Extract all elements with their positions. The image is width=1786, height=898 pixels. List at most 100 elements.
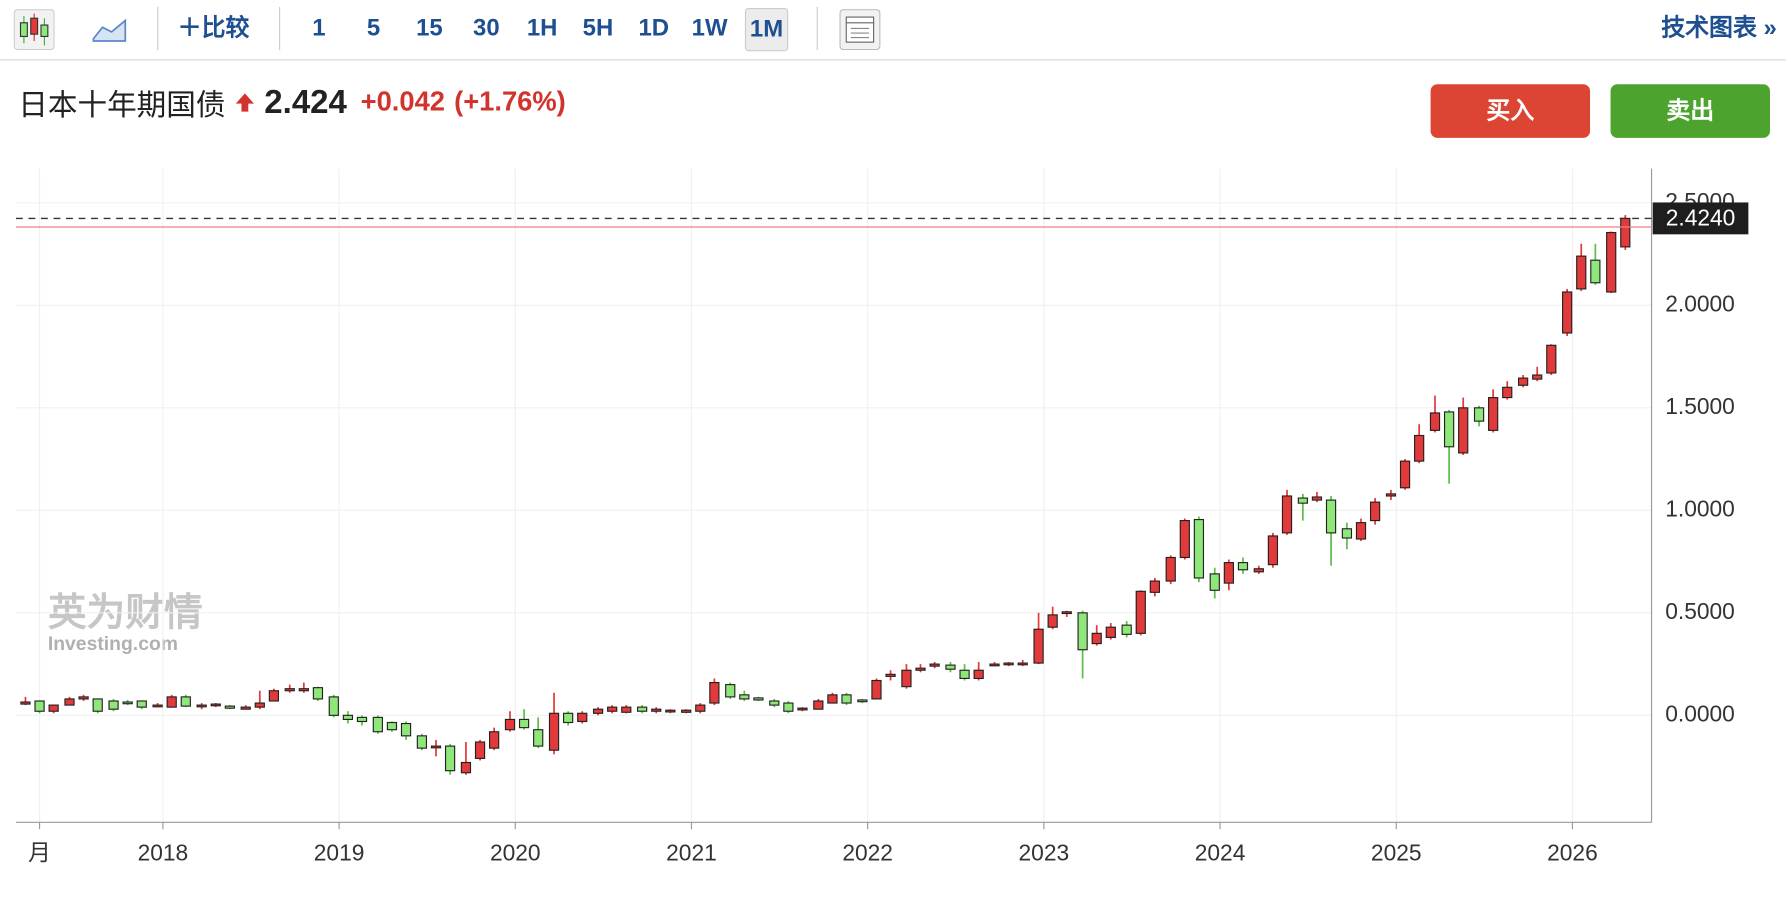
candle-body [1003, 662, 1014, 666]
candle-body [1121, 624, 1132, 635]
candle-body [725, 684, 736, 698]
candle-body [1429, 412, 1441, 431]
candle-body [152, 704, 163, 708]
buy-button[interactable]: 买入 [1430, 84, 1591, 138]
candle-body [48, 704, 59, 712]
y-tick-label: 1.5000 [1665, 393, 1735, 419]
compare-button[interactable]: ＋比较 [177, 14, 250, 42]
candle-body [268, 690, 280, 702]
x-tick-label: 2023 [1019, 839, 1070, 865]
candle-body [356, 716, 368, 723]
candle-body [64, 698, 75, 706]
candle-body [372, 716, 383, 733]
candle-body [1399, 460, 1411, 489]
candle-body [444, 745, 456, 772]
candle-body [1443, 411, 1455, 448]
candle-body [1562, 291, 1573, 334]
y-tick-label: 2.0000 [1665, 290, 1735, 316]
candle-body [533, 729, 544, 747]
x-tick-label: 2019 [314, 839, 365, 865]
candle-body [1473, 407, 1485, 422]
candle-body [1223, 562, 1234, 584]
candle-body [108, 700, 119, 710]
candle-body [548, 712, 560, 751]
candle-body [857, 699, 868, 703]
candle-body [1091, 632, 1102, 645]
compare-label: 比较 [201, 14, 250, 42]
last-price-box [1652, 202, 1749, 235]
candle-body [1311, 496, 1323, 501]
candle-body [400, 722, 412, 737]
candle-body [328, 696, 339, 716]
candle-body [1576, 255, 1587, 290]
candle-body [1488, 397, 1499, 431]
y-tick-label: 0.0000 [1665, 700, 1735, 726]
candle-body [665, 709, 676, 713]
candle-body [1253, 568, 1264, 573]
candle-body [607, 706, 618, 712]
interval-button[interactable]: 1D [638, 14, 670, 42]
candle-body [1355, 522, 1367, 540]
candle-body [959, 669, 970, 680]
interval-button[interactable]: 5 [366, 14, 381, 42]
candle-body [827, 694, 838, 704]
candle-body [1033, 628, 1044, 664]
candle-body [1077, 612, 1088, 651]
candle-body [1017, 662, 1028, 666]
x-tick-label: 月 [28, 839, 51, 865]
interval-button[interactable]: 1W [691, 14, 728, 42]
candle-body [342, 714, 354, 721]
x-tick-label: 2024 [1195, 839, 1246, 865]
price-change-pct: (+1.76%) [454, 86, 566, 118]
candle-body [386, 721, 398, 731]
area-icon[interactable] [91, 14, 130, 46]
candle-body [885, 673, 896, 677]
candle-body [1165, 556, 1176, 582]
candle-body [1546, 344, 1557, 374]
interval-button[interactable]: 30 [473, 14, 500, 42]
toolbar: ＋比较 1 5 15 30 1H 5H 1D 1W 1M 技术图表 » [0, 0, 1786, 61]
candle-body [1149, 580, 1160, 593]
candle-body [681, 709, 692, 713]
candle-body [460, 761, 472, 774]
sell-button[interactable]: 卖出 [1610, 84, 1771, 138]
candle-body [1590, 259, 1601, 284]
candle-body [1458, 407, 1469, 454]
instrument-title: 日本十年期国债 [18, 87, 226, 122]
price-change: +0.042 [360, 86, 445, 118]
candle-body [1237, 562, 1249, 571]
candle-body [709, 681, 720, 704]
candle-body [166, 696, 177, 708]
candle-body [1532, 374, 1543, 380]
candle-body [20, 701, 31, 705]
candle-body [196, 704, 207, 708]
candle-body [298, 688, 309, 692]
interval-button[interactable]: 1H [526, 14, 558, 42]
candle-body [1620, 217, 1631, 248]
interval-button[interactable]: 15 [416, 14, 443, 42]
interval-button[interactable]: 1 [312, 14, 326, 42]
candle-body [1047, 614, 1058, 628]
interval-button[interactable]: 5H [582, 14, 614, 42]
candle-body [797, 707, 808, 711]
candle-body [1606, 231, 1617, 293]
candle-body [1325, 499, 1337, 534]
candle-body [651, 708, 662, 712]
candle-body [753, 697, 764, 701]
layout-icon[interactable] [839, 9, 881, 51]
candle-body [240, 706, 251, 710]
candle-body [284, 688, 295, 692]
tech-chart-link[interactable]: 技术图表 » [1661, 14, 1777, 42]
last-price-label: 2.4240 [1666, 205, 1736, 231]
candle-body [1193, 518, 1205, 579]
x-tick-label: 2020 [490, 839, 541, 865]
candle-icon[interactable] [13, 9, 55, 51]
candle-body [1517, 377, 1529, 386]
interval-button[interactable]: 1M [744, 7, 789, 52]
candle-body [416, 735, 428, 749]
candle-body [1341, 528, 1353, 539]
candle-body [210, 703, 221, 707]
candle-body [695, 704, 706, 712]
